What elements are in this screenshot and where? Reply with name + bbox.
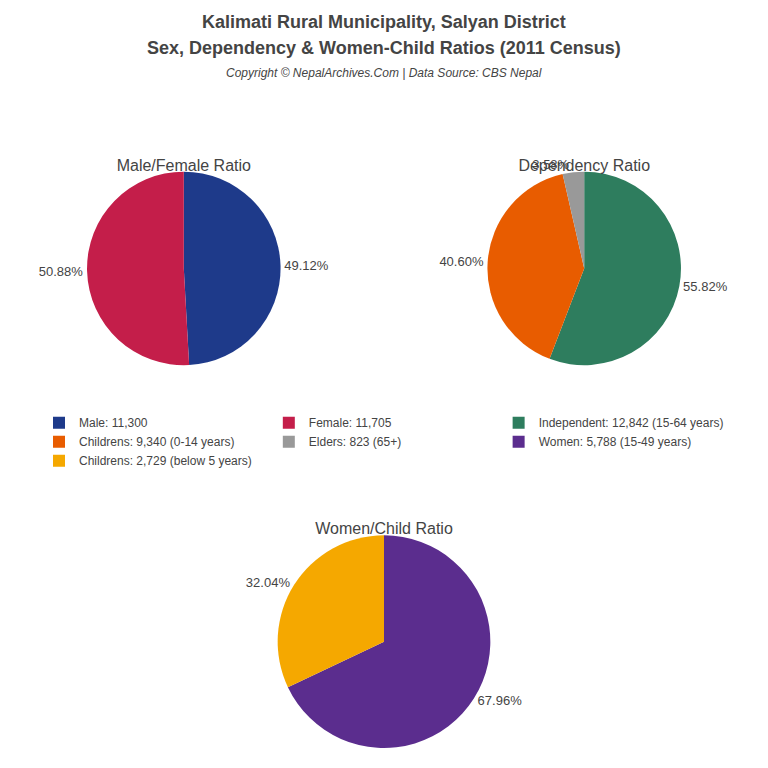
- svg-text:Male: 11,300: Male: 11,300: [79, 416, 148, 430]
- svg-text:Elders: 823 (65+): Elders: 823 (65+): [309, 435, 401, 449]
- svg-text:Female: 11,705: Female: 11,705: [309, 416, 392, 430]
- svg-text:Kalimati Rural Municipality, S: Kalimati Rural Municipality, Salyan Dist…: [202, 12, 566, 32]
- svg-text:Childrens: 2,729 (below 5 year: Childrens: 2,729 (below 5 years): [79, 454, 252, 468]
- svg-text:55.82%: 55.82%: [683, 279, 728, 294]
- svg-text:Copyright © NepalArchives.Com: Copyright © NepalArchives.Com | Data Sou…: [226, 66, 542, 80]
- svg-text:Independent: 12,842 (15-64 yea: Independent: 12,842 (15-64 years): [539, 416, 724, 430]
- svg-text:40.60%: 40.60%: [439, 254, 484, 269]
- svg-text:Women: 5,788 (15-49 years): Women: 5,788 (15-49 years): [539, 435, 692, 449]
- svg-text:Dependency Ratio: Dependency Ratio: [518, 157, 650, 174]
- svg-text:49.12%: 49.12%: [284, 258, 329, 273]
- svg-text:Women/Child Ratio: Women/Child Ratio: [315, 520, 453, 537]
- svg-text:50.88%: 50.88%: [39, 264, 84, 279]
- svg-text:32.04%: 32.04%: [246, 575, 291, 590]
- svg-text:3.58%: 3.58%: [532, 157, 569, 172]
- svg-text:Sex, Dependency & Women-Child: Sex, Dependency & Women-Child Ratios (20…: [147, 38, 621, 58]
- svg-text:Male/Female Ratio: Male/Female Ratio: [117, 157, 251, 174]
- svg-text:Childrens: 9,340 (0-14 years): Childrens: 9,340 (0-14 years): [79, 435, 234, 449]
- svg-text:67.96%: 67.96%: [478, 693, 523, 708]
